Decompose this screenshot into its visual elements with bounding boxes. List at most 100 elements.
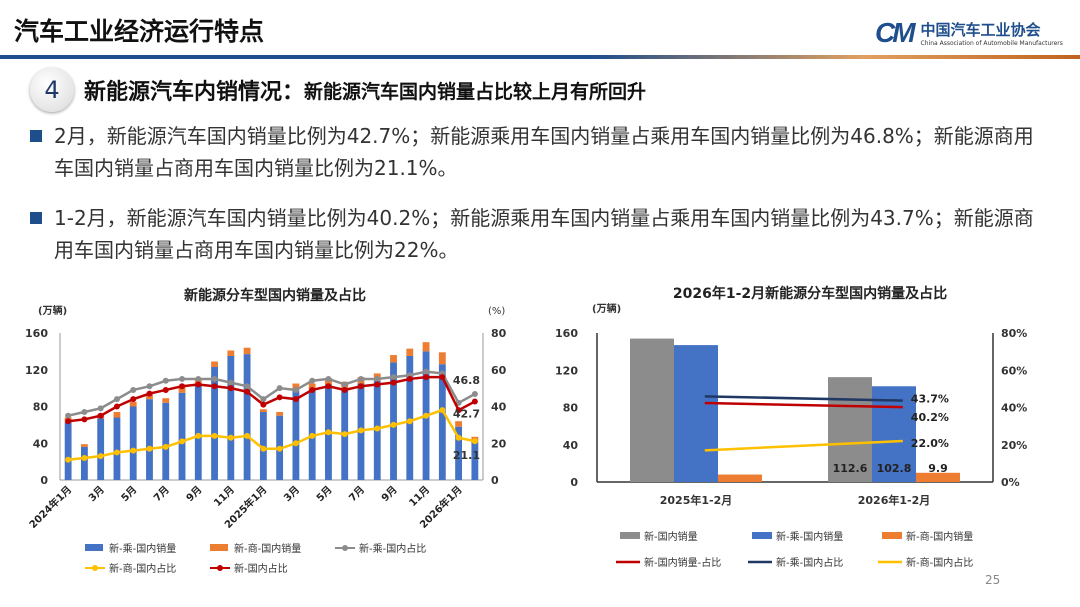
y-tick-label: 120 [555, 364, 578, 377]
y2-tick-label: 0% [1001, 476, 1020, 489]
y2-tick-label: 80 [491, 327, 507, 340]
bar [872, 386, 916, 482]
bar-data-label: 9.9 [928, 462, 948, 475]
bar-passenger [64, 422, 72, 480]
page-number: 25 [985, 573, 1001, 587]
bar-commercial [390, 355, 397, 363]
y-axis-unit: (万辆) [592, 302, 621, 315]
legend-label: 新-乘-国内占比 [776, 556, 843, 569]
x-tick-label: 7月 [347, 484, 367, 504]
data-label: 46.8 [453, 374, 480, 387]
logo-name-en: China Association of Automobile Manufact… [920, 40, 1063, 47]
bar-commercial [211, 361, 218, 367]
y2-axis-unit: (%) [488, 306, 505, 317]
bar-passenger [146, 399, 153, 480]
y2-tick-label: 60% [1001, 364, 1027, 377]
line-point [276, 394, 283, 401]
line-point [325, 429, 332, 436]
line-point [211, 432, 218, 439]
y2-tick-label: 40% [1001, 402, 1027, 415]
bar-commercial [406, 348, 414, 356]
data-label: 42.7 [453, 408, 480, 421]
y-tick-label: 80 [563, 402, 579, 415]
line-point [471, 398, 478, 405]
legend-label: 新-商-国内销量 [234, 542, 301, 555]
legend-label: 新-国内销量 [644, 530, 698, 543]
section-number: 4 [30, 68, 74, 112]
bar-commercial [438, 352, 446, 365]
bar-passenger [243, 354, 251, 480]
line-point [97, 453, 104, 460]
line-point [390, 379, 397, 386]
legend-swatch [210, 544, 228, 551]
line-series [704, 395, 903, 402]
bar-commercial [308, 383, 316, 390]
bar-passenger [390, 362, 397, 480]
legend-swatch [85, 544, 103, 551]
bar-data-label: 102.8 [877, 462, 912, 475]
bar-commercial [146, 394, 153, 400]
line-point [374, 425, 381, 432]
line-point [227, 379, 234, 386]
bar-commercial [162, 398, 170, 403]
bar-passenger [113, 417, 121, 480]
header-divider [0, 55, 1080, 59]
data-label: 21.1 [453, 449, 480, 462]
bar-passenger [194, 385, 202, 480]
line-point [227, 434, 234, 441]
bar-commercial [422, 342, 430, 352]
y2-tick-label: 40 [491, 401, 507, 414]
line-point [390, 421, 397, 428]
line-point [211, 383, 218, 390]
line-point [162, 443, 169, 450]
line-point [244, 432, 251, 439]
line-point [81, 409, 88, 416]
x-tick-label: 5月 [314, 484, 334, 504]
legend-marker [342, 545, 348, 551]
page-title: 汽车工业经济运行特点 [14, 17, 265, 46]
bar-passenger [97, 418, 105, 480]
bar-passenger [292, 390, 300, 480]
bar [674, 345, 718, 482]
line-point [146, 383, 153, 390]
legend-swatch [882, 532, 902, 539]
line-point [211, 375, 218, 382]
line-point [195, 381, 202, 388]
bar-passenger [471, 441, 479, 480]
left-chart: 新能源分车型国内销量及占比 (万辆) (%) 0 40 80 120 160 0 20 40 60 80… [25, 287, 507, 575]
x-category-label: 2025年1-2月 [660, 493, 733, 507]
y-tick-label: 40 [563, 439, 579, 452]
line-point [309, 432, 316, 439]
y2-tick-label: 20% [1001, 439, 1027, 452]
line-point [406, 418, 413, 425]
legend-swatch [620, 532, 640, 539]
legend-label: 新-国内占比 [234, 562, 288, 575]
x-tick-label: 2024年1月 [26, 483, 74, 531]
line-point [260, 396, 267, 403]
line-point [439, 374, 446, 381]
y-axis-unit: (万辆) [38, 304, 67, 317]
line-point [276, 385, 283, 392]
logo-mark-icon: CM [875, 17, 916, 48]
x-tick-label: 9月 [379, 484, 399, 504]
legend-label: 新-乘-国内占比 [359, 542, 426, 555]
bar-commercial [178, 387, 186, 393]
line-point [113, 403, 120, 410]
y-tick-label: 160 [555, 327, 578, 340]
line-point [244, 383, 251, 390]
bar [630, 338, 674, 482]
line-point [65, 412, 72, 419]
legend-label: 新-国内销量-占比 [644, 556, 721, 569]
line-point [309, 386, 316, 393]
chart-title: 2026年1-2月新能源分车型国内销量及占比 [673, 285, 947, 302]
line-point [81, 454, 88, 461]
x-tick-label: 11月 [212, 484, 237, 509]
legend-label: 新-商-国内占比 [906, 556, 973, 569]
y-tick-label: 160 [25, 327, 48, 340]
line-point [195, 432, 202, 439]
line-point [97, 405, 104, 412]
line-point [341, 431, 348, 438]
x-category-label: 2026年1-2月 [858, 493, 931, 507]
bar-passenger [227, 355, 235, 480]
bar-commercial [455, 421, 463, 427]
